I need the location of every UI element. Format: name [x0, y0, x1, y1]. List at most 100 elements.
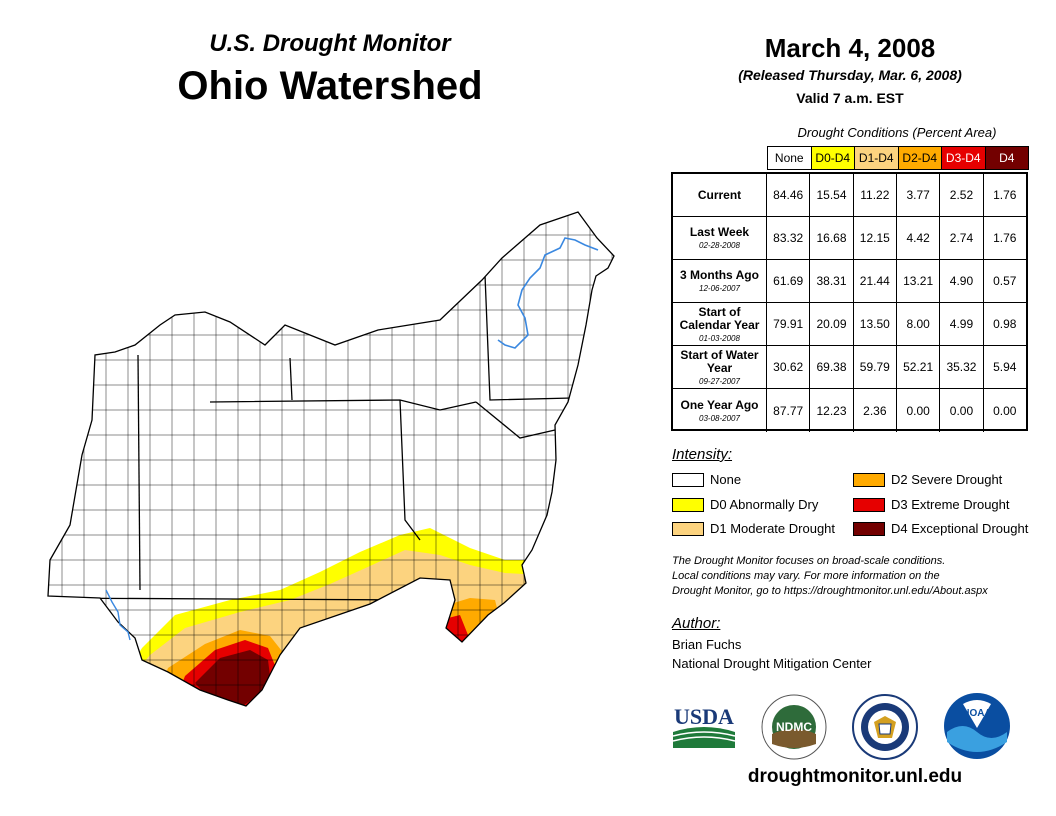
river-line	[105, 589, 131, 641]
map-super-title: U.S. Drought Monitor	[209, 30, 451, 57]
table-cell: 4.42	[897, 217, 941, 259]
legend-swatch	[672, 472, 704, 487]
row-label: One Year Ago 03-08-2007	[673, 389, 767, 432]
legend-title: Intensity:	[672, 446, 733, 463]
table-cell: 15.54	[810, 174, 854, 216]
row-name: 3 Months Ago	[680, 268, 759, 282]
table-cell: 3.77	[897, 174, 941, 216]
info-note: The Drought Monitor focuses on broad-sca…	[672, 554, 1042, 599]
row-name: Last Week	[689, 225, 750, 239]
table-row: 3 Months Ago 12-06-2007 61.69 38.31 21.44 13.…	[673, 260, 1026, 303]
table-cell: 79.91	[767, 303, 811, 345]
table-cell: 11.22	[854, 174, 897, 216]
table-row: Start of Calendar Year 01-03-2008 79.91 20.…	[673, 303, 1026, 346]
legend-label: D4 Exceptional Drought	[891, 521, 1029, 536]
table-cell: 1.76	[993, 188, 1017, 202]
table-cell: 8.00	[897, 303, 941, 345]
table-cell: 30.62	[767, 346, 811, 388]
legend-swatch	[853, 497, 885, 512]
table-header-row: None D0-D4 D1-D4 D2-D4 D3-D4 D4	[767, 146, 1029, 170]
legend-swatch	[672, 497, 704, 512]
drought-stats-table: Current 84.46 15.54 11.22 3.77 2.52 1.76 Last W…	[671, 172, 1028, 432]
table-cell: 4.99	[940, 303, 984, 345]
column-header: D2-D4	[897, 146, 942, 170]
noaa-logo-text: NOAA	[962, 708, 991, 719]
author-org: National Drought Mitigation Center	[672, 656, 872, 671]
table-cell: 2.52	[940, 174, 984, 216]
table-cell: 0.00	[897, 389, 941, 432]
column-header: D0-D4	[810, 146, 855, 170]
map-date: March 4, 2008	[764, 33, 936, 63]
ndmc-logo: NDMC	[761, 694, 827, 760]
legend-swatch	[672, 521, 704, 536]
legend-item: D4 Exceptional Drought	[853, 521, 1028, 536]
legend-item: D0 Abnormally Dry	[672, 497, 818, 512]
table-cell: 52.21	[897, 346, 941, 388]
legend-item: None	[672, 472, 741, 487]
legend-label: None	[710, 472, 742, 487]
commerce-seal	[852, 694, 918, 760]
footer-url[interactable]: droughtmonitor.unl.edu	[747, 766, 963, 787]
table-cell: 83.32	[767, 217, 811, 259]
row-label: 3 Months Ago 12-06-2007	[673, 260, 767, 302]
map-title: Ohio Watershed	[177, 64, 483, 108]
row-date: 01-03-2008	[699, 333, 740, 343]
note-line: Drought Monitor, go to https://droughtmo…	[672, 585, 988, 597]
noaa-logo: NOAA	[944, 693, 1010, 759]
drought-map	[47, 211, 615, 707]
legend-item: D2 Severe Drought	[853, 472, 1002, 487]
column-header: None	[767, 146, 812, 170]
row-name: Current	[697, 187, 742, 202]
legend-item: D3 Extreme Drought	[853, 497, 1010, 512]
legend-label: D2 Severe Drought	[891, 472, 1003, 487]
legend-label: D0 Abnormally Dry	[710, 497, 819, 512]
note-line: Local conditions may vary. For more info…	[672, 570, 940, 582]
author-label: Author:	[672, 615, 721, 632]
row-label: Last Week 02-28-2008	[673, 217, 767, 259]
row-date: 09-27-2007	[699, 376, 740, 386]
legend-swatch	[853, 521, 885, 536]
row-date: 12-06-2007	[699, 284, 740, 293]
table-cell: 16.68	[810, 217, 854, 259]
usda-logo: USDA	[672, 704, 736, 748]
table-cell: 12.15	[854, 217, 897, 259]
legend-item: D1 Moderate Drought	[672, 521, 835, 536]
table-row: Start of Water Year 09-27-2007 30.62 69.38 5…	[673, 346, 1026, 389]
legend-swatch	[853, 472, 885, 487]
column-header: D3-D4	[941, 146, 986, 170]
table-cell: 0.00	[940, 389, 984, 432]
table-row: Last Week 02-28-2008 83.32 16.68 12.15 4.42 2.…	[673, 217, 1026, 260]
usda-logo-text: USDA	[674, 704, 734, 729]
note-line: The Drought Monitor focuses on broad-sca…	[672, 555, 946, 567]
table-cell: 21.44	[854, 260, 897, 302]
row-label: Current	[673, 174, 767, 216]
author-name: Brian Fuchs	[672, 637, 742, 652]
row-name: Start of Calendar Year	[679, 304, 760, 332]
row-date: 03-08-2007	[699, 413, 740, 423]
valid-time: Valid 7 a.m. EST	[796, 90, 904, 106]
table-cell: 69.38	[810, 346, 854, 388]
table-cell: 12.23	[810, 389, 854, 432]
table-cell: 59.79	[854, 346, 897, 388]
table-cell: 0.57	[993, 274, 1017, 288]
column-header: D4	[984, 146, 1029, 170]
table-cell: 0.98	[993, 317, 1017, 331]
table-cell: 61.69	[767, 260, 811, 302]
row-name: Start of Water Year	[680, 347, 759, 375]
table-cell: 84.46	[767, 174, 811, 216]
row-label: Start of Calendar Year 01-03-2008	[673, 303, 767, 345]
table-cell: 13.21	[897, 260, 941, 302]
release-date: (Released Thursday, Mar. 6, 2008)	[738, 67, 962, 83]
table-cell: 2.74	[940, 217, 984, 259]
table-cell: 0.00	[993, 403, 1017, 418]
table-cell: 2.36	[854, 389, 897, 432]
table-row: Current 84.46 15.54 11.22 3.77 2.52 1.76	[673, 174, 1026, 217]
table-cell: 20.09	[810, 303, 854, 345]
legend-label: D3 Extreme Drought	[891, 497, 1010, 512]
table-caption: Drought Conditions (Percent Area)	[797, 125, 997, 140]
table-cell: 13.50	[854, 303, 897, 345]
table-cell: 1.76	[993, 231, 1017, 245]
ndmc-logo-text: NDMC	[776, 720, 812, 734]
table-row: One Year Ago 03-08-2007 87.77 12.23 2.36 0.00…	[673, 389, 1026, 432]
table-cell: 5.94	[993, 360, 1017, 374]
